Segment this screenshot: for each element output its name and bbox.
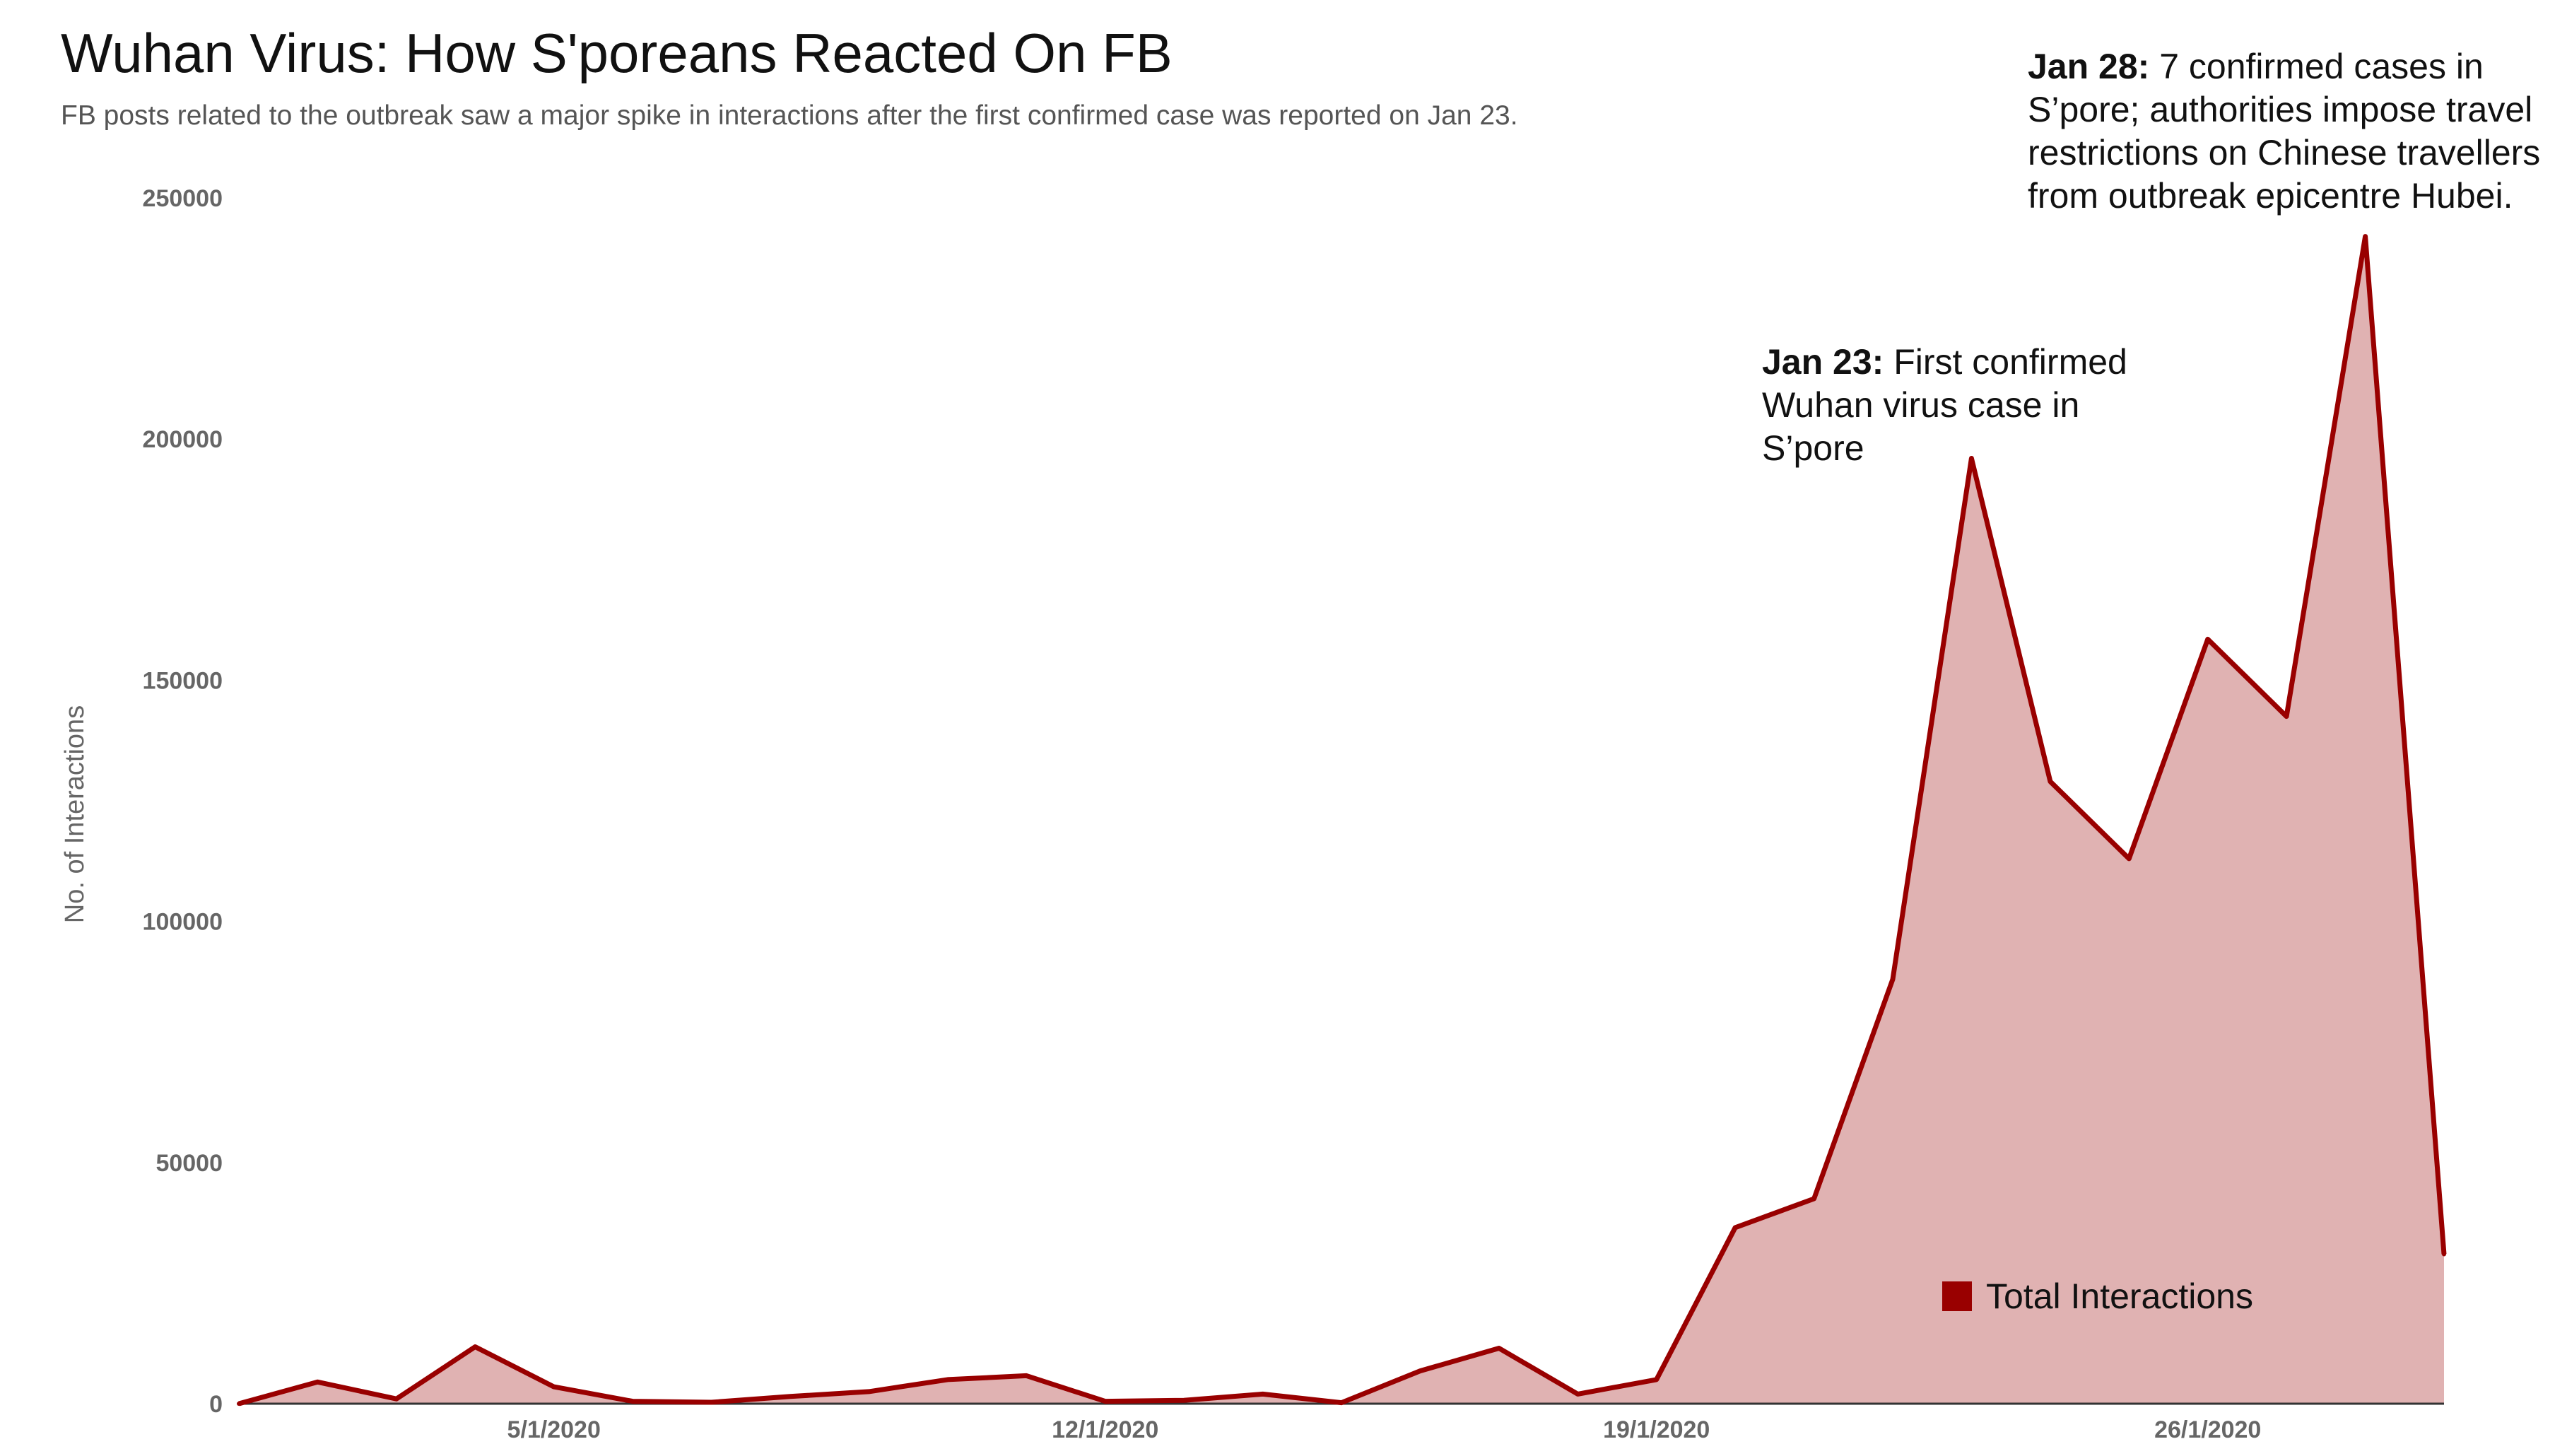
- data-point: [1024, 1373, 1029, 1378]
- data-point: [867, 1389, 871, 1394]
- data-point: [1891, 977, 1895, 982]
- data-point: [2205, 637, 2210, 642]
- legend-label: Total Interactions: [1986, 1276, 2253, 1316]
- data-point: [473, 1344, 478, 1349]
- data-point: [2127, 856, 2132, 861]
- x-tick-label: 5/1/2020: [507, 1416, 601, 1443]
- x-tick-label: 19/1/2020: [1603, 1416, 1710, 1443]
- data-point: [1733, 1225, 1738, 1230]
- annotation-jan28-text: 7 confirmed cases in S’pore; authorities…: [2028, 47, 2541, 216]
- annotation-jan23-text: First confirmed Wuhan virus case in S’po…: [1762, 342, 2127, 468]
- y-axis-label: No. of Interactions: [60, 705, 90, 923]
- data-point: [2284, 714, 2289, 719]
- annotation-jan23-bold: Jan 23:: [1762, 342, 1884, 382]
- data-point: [1496, 1346, 1501, 1351]
- y-tick-label: 250000: [143, 185, 223, 212]
- y-tick-label: 100000: [143, 909, 223, 936]
- data-point: [394, 1397, 399, 1402]
- data-point: [630, 1399, 635, 1404]
- annotation-jan23: Jan 23: First confirmed Wuhan virus case…: [1762, 341, 2130, 470]
- data-point: [2442, 1252, 2446, 1257]
- data-point: [1339, 1400, 1344, 1405]
- data-point: [315, 1380, 320, 1385]
- chart-subtitle: FB posts related to the outbreak saw a m…: [61, 100, 1518, 131]
- y-tick-label: 150000: [143, 667, 223, 694]
- data-point: [551, 1385, 556, 1390]
- data-point: [1260, 1392, 1265, 1397]
- y-tick-label: 200000: [143, 426, 223, 453]
- y-tick-label: 50000: [155, 1150, 223, 1177]
- data-point: [1969, 456, 1974, 461]
- series-points: [237, 234, 2446, 1406]
- data-point: [1182, 1398, 1187, 1403]
- data-point: [709, 1399, 714, 1404]
- data-point: [1103, 1399, 1108, 1404]
- y-axis-ticks: 0 50000 100000 150000 200000 250000: [143, 185, 223, 1418]
- chart-title: Wuhan Virus: How S'poreans Reacted On FB: [61, 22, 1173, 84]
- x-tick-label: 12/1/2020: [1052, 1416, 1158, 1443]
- series-area-fill: [239, 236, 2444, 1404]
- x-axis-ticks: 5/1/2020 12/1/2020 19/1/2020 26/1/2020: [507, 1416, 2262, 1443]
- data-point: [237, 1402, 241, 1406]
- annotation-jan28: Jan 28: 7 confirmed cases in S’pore; aut…: [2028, 45, 2565, 218]
- x-tick-label: 26/1/2020: [2154, 1416, 2261, 1443]
- data-point: [1654, 1377, 1659, 1382]
- annotation-jan28-bold: Jan 28:: [2028, 47, 2150, 86]
- data-point: [1811, 1196, 1816, 1201]
- data-point: [2048, 779, 2052, 784]
- data-point: [2363, 234, 2368, 239]
- data-point: [945, 1377, 950, 1382]
- legend-swatch: [1942, 1281, 1972, 1311]
- y-tick-label: 0: [209, 1391, 223, 1418]
- data-point: [788, 1394, 792, 1399]
- legend: Total Interactions: [1942, 1276, 2253, 1317]
- data-point: [1575, 1392, 1580, 1397]
- data-point: [1418, 1368, 1423, 1373]
